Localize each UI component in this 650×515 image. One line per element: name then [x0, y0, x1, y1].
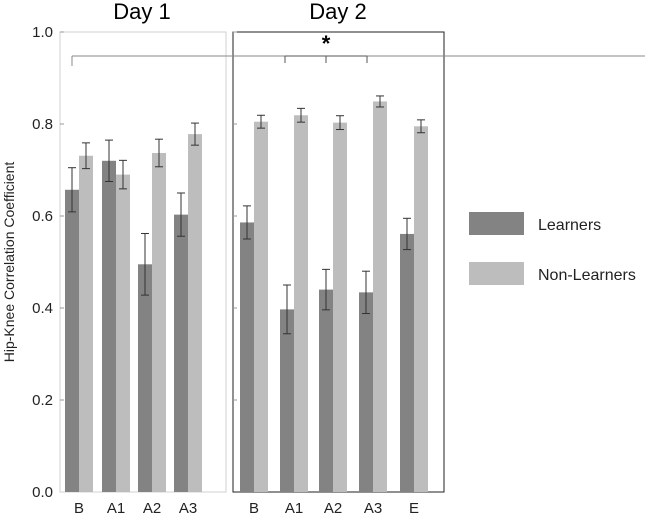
- y-tick-label: 0.0: [32, 484, 53, 501]
- y-tick-label: 0.6: [32, 208, 53, 225]
- day2-panel-title: Day 2: [309, 0, 366, 24]
- bar-learners: [102, 160, 116, 493]
- legend-swatch-non-learners: [469, 262, 524, 285]
- bar-non-learners: [152, 152, 166, 493]
- bar-non-learners: [254, 121, 268, 492]
- bar-learners: [280, 309, 294, 492]
- bar-non-learners: [414, 126, 428, 493]
- bar-non-learners: [333, 122, 347, 493]
- y-tick-label: 0.2: [32, 392, 53, 409]
- bar-non-learners: [79, 155, 93, 493]
- legend-swatch-learners: [469, 212, 524, 235]
- legend: Learners Non-Learners: [469, 212, 636, 285]
- x-tick-label: A3: [364, 500, 382, 515]
- bar-non-learners: [116, 174, 130, 492]
- day1-panel-title: Day 1: [113, 0, 170, 24]
- legend-label-non-learners: Non-Learners: [538, 267, 636, 284]
- legend-label-learners: Learners: [538, 217, 601, 234]
- significance-bracket-day1-vs-day2: [71, 55, 645, 66]
- bar-non-learners: [373, 101, 387, 493]
- x-tick-label: A1: [285, 500, 303, 515]
- bar-learners: [138, 264, 152, 492]
- bar-learners: [359, 292, 373, 492]
- y-tick-label: 1.0: [32, 24, 53, 41]
- significance-star: *: [322, 31, 331, 56]
- y-tick-label: 0.8: [32, 116, 53, 133]
- bar-learners: [174, 214, 188, 492]
- x-tick-label: A3: [179, 500, 197, 515]
- bar-learners: [319, 289, 333, 492]
- y-tick-label: 0.4: [32, 300, 53, 317]
- x-tick-label: B: [74, 500, 84, 515]
- x-tick-label: A2: [324, 500, 342, 515]
- bar-learners: [65, 189, 79, 492]
- y-axis-label: Hip-Knee Correlation Coefficient: [1, 162, 17, 363]
- bar-learners: [400, 233, 414, 492]
- x-tick-label: A2: [143, 500, 161, 515]
- x-tick-label: A1: [107, 500, 125, 515]
- significance-bracket-day2: [284, 55, 368, 63]
- bar-non-learners: [294, 115, 308, 492]
- x-tick-label: E: [409, 500, 419, 515]
- x-tick-label: B: [249, 500, 259, 515]
- bar-learners: [240, 222, 254, 492]
- bar-non-learners: [188, 134, 202, 492]
